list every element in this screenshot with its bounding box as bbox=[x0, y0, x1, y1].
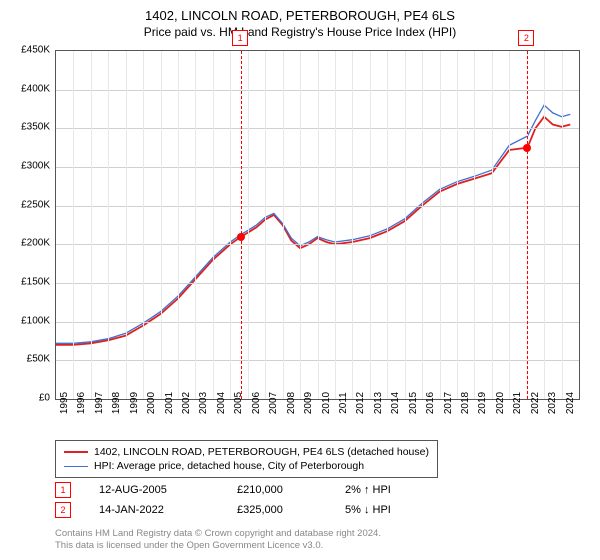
footnote-line: Contains HM Land Registry data © Crown c… bbox=[55, 528, 381, 540]
x-axis-label: 2022 bbox=[530, 392, 541, 414]
x-axis-label: 2024 bbox=[565, 392, 576, 414]
chart-subtitle: Price paid vs. HM Land Registry's House … bbox=[0, 23, 600, 39]
x-axis-label: 2018 bbox=[460, 392, 471, 414]
marker-box: 1 bbox=[232, 30, 248, 46]
y-axis-label: £400K bbox=[5, 83, 50, 94]
transaction-point bbox=[523, 144, 531, 152]
transaction-marker: 1 bbox=[55, 482, 71, 498]
footnote: Contains HM Land Registry data © Crown c… bbox=[55, 528, 381, 553]
x-axis-label: 2007 bbox=[268, 392, 279, 414]
transaction-price: £325,000 bbox=[237, 504, 317, 516]
transaction-price: £210,000 bbox=[237, 484, 317, 496]
series-line-hpi bbox=[56, 105, 570, 343]
legend-label: HPI: Average price, detached house, City… bbox=[94, 460, 364, 472]
x-axis-label: 2012 bbox=[355, 392, 366, 414]
y-axis-label: £100K bbox=[5, 315, 50, 326]
y-axis-label: £150K bbox=[5, 277, 50, 288]
legend-row: 1402, LINCOLN ROAD, PETERBOROUGH, PE4 6L… bbox=[64, 445, 429, 459]
x-axis-label: 2010 bbox=[321, 392, 332, 414]
x-axis-label: 2015 bbox=[408, 392, 419, 414]
x-axis-label: 1998 bbox=[111, 392, 122, 414]
x-axis-label: 1997 bbox=[94, 392, 105, 414]
legend-swatch bbox=[64, 466, 88, 467]
x-axis-label: 1995 bbox=[59, 392, 70, 414]
transaction-row: 1 12-AUG-2005 £210,000 2% ↑ HPI bbox=[55, 480, 391, 500]
x-axis-label: 2016 bbox=[425, 392, 436, 414]
legend-swatch bbox=[64, 451, 88, 453]
x-axis-label: 2000 bbox=[146, 392, 157, 414]
y-axis-label: £200K bbox=[5, 238, 50, 249]
y-axis-label: £50K bbox=[5, 354, 50, 365]
transaction-delta: 5% ↓ HPI bbox=[345, 504, 391, 516]
x-axis-label: 2001 bbox=[164, 392, 175, 414]
x-axis-label: 2003 bbox=[198, 392, 209, 414]
x-axis-label: 2005 bbox=[233, 392, 244, 414]
plot-area bbox=[55, 50, 580, 400]
x-axis-label: 2006 bbox=[251, 392, 262, 414]
x-axis-label: 2017 bbox=[443, 392, 454, 414]
transaction-date: 14-JAN-2022 bbox=[99, 504, 209, 516]
x-axis-label: 2014 bbox=[390, 392, 401, 414]
y-axis-label: £250K bbox=[5, 199, 50, 210]
x-axis-label: 2013 bbox=[373, 392, 384, 414]
transaction-row: 2 14-JAN-2022 £325,000 5% ↓ HPI bbox=[55, 500, 391, 520]
transaction-point bbox=[237, 233, 245, 241]
y-axis-label: £300K bbox=[5, 161, 50, 172]
x-axis-label: 2011 bbox=[338, 392, 349, 414]
transaction-marker: 2 bbox=[55, 502, 71, 518]
x-axis-label: 1996 bbox=[76, 392, 87, 414]
chart-title: 1402, LINCOLN ROAD, PETERBOROUGH, PE4 6L… bbox=[0, 0, 600, 23]
x-axis-label: 2019 bbox=[477, 392, 488, 414]
transaction-date: 12-AUG-2005 bbox=[99, 484, 209, 496]
x-axis-label: 2004 bbox=[216, 392, 227, 414]
series-line-this_property bbox=[56, 117, 570, 345]
x-axis-label: 2008 bbox=[286, 392, 297, 414]
x-axis-label: 2020 bbox=[495, 392, 506, 414]
transaction-delta: 2% ↑ HPI bbox=[345, 484, 391, 496]
x-axis-label: 2009 bbox=[303, 392, 314, 414]
y-axis-label: £0 bbox=[5, 393, 50, 404]
legend: 1402, LINCOLN ROAD, PETERBOROUGH, PE4 6L… bbox=[55, 440, 438, 478]
chart-container: 1402, LINCOLN ROAD, PETERBOROUGH, PE4 6L… bbox=[0, 0, 600, 560]
x-axis-label: 1999 bbox=[129, 392, 140, 414]
marker-box: 2 bbox=[518, 30, 534, 46]
y-axis-label: £350K bbox=[5, 122, 50, 133]
footnote-line: This data is licensed under the Open Gov… bbox=[55, 540, 381, 552]
legend-row: HPI: Average price, detached house, City… bbox=[64, 459, 429, 473]
x-axis-label: 2002 bbox=[181, 392, 192, 414]
x-axis-label: 2021 bbox=[512, 392, 523, 414]
legend-label: 1402, LINCOLN ROAD, PETERBOROUGH, PE4 6L… bbox=[94, 446, 429, 458]
y-axis-label: £450K bbox=[5, 45, 50, 56]
x-axis-label: 2023 bbox=[547, 392, 558, 414]
transactions-table: 1 12-AUG-2005 £210,000 2% ↑ HPI 2 14-JAN-2022… bbox=[55, 480, 391, 520]
